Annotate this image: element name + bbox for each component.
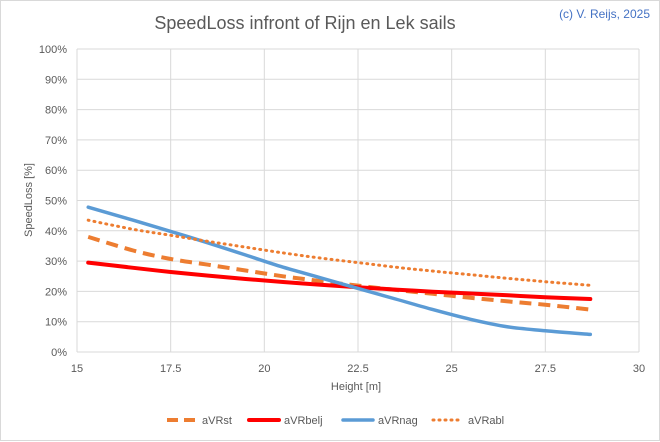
series-line-aVRabl — [86, 218, 592, 287]
y-tick-label: 0% — [51, 347, 67, 359]
x-tick-label: 30 — [633, 363, 645, 375]
y-tick-label: 40% — [45, 226, 67, 238]
chart-title: SpeedLoss infront of Rijn en Lek sails — [154, 13, 455, 33]
legend-label-aVRbelj: aVRbelj — [284, 415, 323, 427]
y-tick-label: 30% — [45, 256, 67, 268]
y-tick-label: 50% — [45, 196, 67, 208]
y-tick-label: 80% — [45, 105, 67, 117]
credit-text: (c) V. Reijs, 2025 — [559, 7, 650, 21]
series-lines — [86, 205, 593, 337]
series-line-aVRbelj — [86, 260, 593, 301]
legend-label-aVRabl: aVRabl — [468, 415, 504, 427]
x-tick-label: 17.5 — [160, 363, 181, 375]
y-axis-ticks: 0% 10% 20% 30% 40% 50% 60% 70% 80% 90% 100% — [39, 44, 67, 359]
x-tick-label: 25 — [446, 363, 458, 375]
legend-label-aVRst: aVRst — [202, 415, 232, 427]
y-tick-label: 70% — [45, 135, 67, 147]
x-axis-ticks: 15 17.5 20 22.5 25 27.5 30 — [71, 363, 645, 375]
x-tick-label: 20 — [258, 363, 270, 375]
x-axis-label: Height [m] — [331, 381, 381, 393]
series-line-aVRst — [87, 234, 591, 312]
y-axis-label: SpeedLoss [%] — [23, 163, 35, 237]
y-tick-label: 10% — [45, 317, 67, 329]
y-tick-label: 60% — [45, 165, 67, 177]
x-tick-label: 27.5 — [535, 363, 556, 375]
x-tick-label: 15 — [71, 363, 83, 375]
series-line-aVRnag — [86, 205, 593, 337]
y-tick-label: 90% — [45, 74, 67, 86]
legend-label-aVRnag: aVRnag — [378, 415, 418, 427]
gridlines — [76, 48, 640, 353]
x-tick-label: 22.5 — [347, 363, 368, 375]
legend: aVRst aVRbelj aVRnag aVRabl — [167, 415, 504, 427]
y-tick-label: 20% — [45, 286, 67, 298]
y-tick-label: 100% — [39, 44, 67, 56]
